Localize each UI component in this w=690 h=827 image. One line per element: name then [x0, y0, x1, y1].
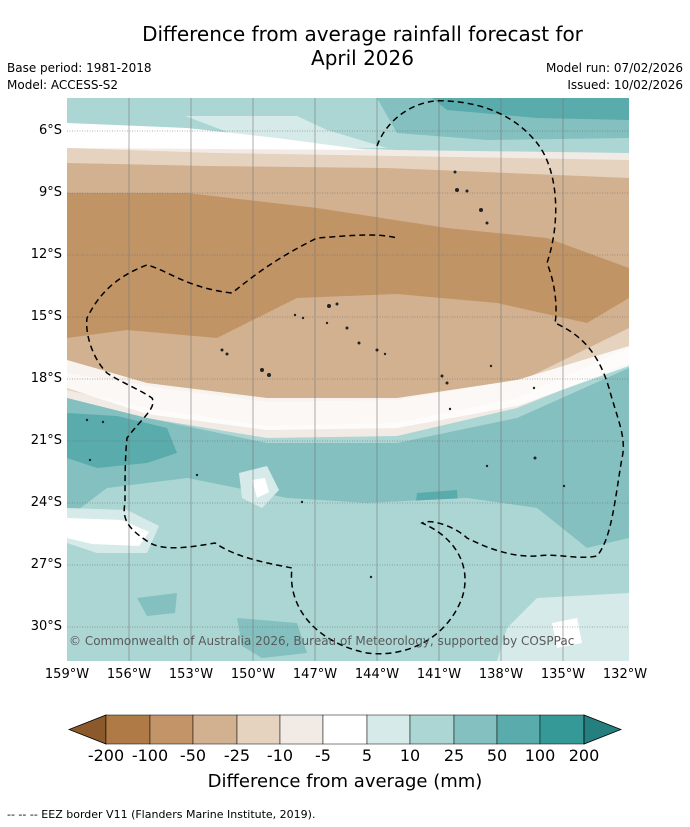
colorbar-segment	[539, 714, 585, 745]
colorbar-segment	[496, 714, 541, 745]
colorbar-label: -200	[87, 746, 125, 765]
colorbar-label: 5	[361, 746, 373, 765]
wet-zone-south-light	[147, 478, 629, 618]
colorbar-label: 50	[486, 746, 508, 765]
lat-label: 15°S	[30, 309, 62, 324]
lat-label: 24°S	[30, 495, 62, 510]
lon-label: 159°W	[44, 667, 90, 682]
colorbar	[68, 714, 622, 745]
lat-label: 30°S	[30, 619, 62, 634]
lon-label: 132°W	[602, 667, 648, 682]
map-title-line-1: Difference from average rainfall forecas…	[142, 22, 583, 46]
run-info: Model run: 07/02/2026 Issued: 10/02/2026	[546, 60, 683, 94]
colorbar-segment	[105, 714, 151, 745]
eez-footnote: -- -- -- EEZ border V11 (Flanders Marine…	[7, 808, 316, 821]
colorbar-segment	[236, 714, 281, 745]
map-title: Difference from average rainfall forecas…	[110, 22, 615, 70]
map-canvas	[67, 98, 629, 661]
colorbar-segment	[322, 714, 368, 745]
base-period-text: Base period: 1981-2018	[7, 61, 152, 75]
lon-label: 141°W	[416, 667, 462, 682]
colorbar-label: 25	[443, 746, 465, 765]
wet-zone-south	[67, 368, 629, 548]
wet-band-north-edge	[185, 116, 387, 148]
colorbar-label: -25	[223, 746, 251, 765]
issued-text: Issued: 10/02/2026	[567, 78, 683, 92]
lon-label: 156°W	[106, 667, 152, 682]
wet-patch-south-2	[237, 618, 307, 658]
wet-zone-southwest-strong	[67, 413, 177, 468]
lon-label: 153°W	[168, 667, 214, 682]
lat-label: 18°S	[30, 371, 62, 386]
copyright-notice: © Commonwealth of Australia 2026, Bureau…	[69, 634, 575, 648]
wet-band-north-peak	[432, 98, 629, 120]
colorbar-segment	[279, 714, 324, 745]
lon-label: 150°W	[230, 667, 276, 682]
model-text: Model: ACCESS-S2	[7, 78, 119, 92]
lat-label: 21°S	[30, 433, 62, 448]
lon-label: 138°W	[478, 667, 524, 682]
map-title-line-2: April 2026	[311, 46, 414, 70]
lon-label: 144°W	[354, 667, 400, 682]
colorbar-label: 100	[524, 746, 556, 765]
islands	[85, 170, 566, 579]
near-average-island-core	[252, 478, 269, 498]
lon-label: 135°W	[540, 667, 586, 682]
colorbar-segment	[453, 714, 498, 745]
meridian-lines	[128, 98, 564, 661]
grid-lines	[67, 130, 629, 628]
eez-border	[85, 100, 625, 655]
colorbar-segment-below	[68, 714, 107, 745]
lat-label: 6°S	[38, 123, 62, 138]
wet-patch-south	[137, 593, 177, 616]
model-run-text: Model run: 07/02/2026	[545, 61, 683, 75]
dry-faint-southeast	[552, 618, 582, 648]
lat-label: 12°S	[30, 247, 62, 262]
colorbar-label: -5	[315, 746, 331, 765]
dry-zone-strong-west	[67, 193, 127, 338]
colorbar-label: 200	[568, 746, 600, 765]
wet-gap-north	[67, 123, 367, 150]
base-info: Base period: 1981-2018 Model: ACCESS-S2	[7, 60, 152, 94]
colorbar-title: Difference from average (mm)	[207, 771, 483, 792]
colorbar-segment	[409, 714, 455, 745]
colorbar-segment	[366, 714, 411, 745]
colorbar-label: -100	[131, 746, 169, 765]
rainfall-map[interactable]: © Commonwealth of Australia 2026, Bureau…	[67, 98, 629, 661]
near-average-band-south	[67, 346, 629, 430]
colorbar-segment	[149, 714, 194, 745]
lat-label: 9°S	[38, 185, 62, 200]
colorbar-label: -50	[179, 746, 207, 765]
lon-label: 147°W	[292, 667, 338, 682]
colorbar-label: -10	[266, 746, 294, 765]
colorbar-segment	[192, 714, 238, 745]
colorbar-label: 10	[399, 746, 421, 765]
dry-zone-strong	[67, 193, 629, 338]
colorbar-segment-above	[583, 714, 622, 745]
lat-label: 27°S	[30, 557, 62, 572]
